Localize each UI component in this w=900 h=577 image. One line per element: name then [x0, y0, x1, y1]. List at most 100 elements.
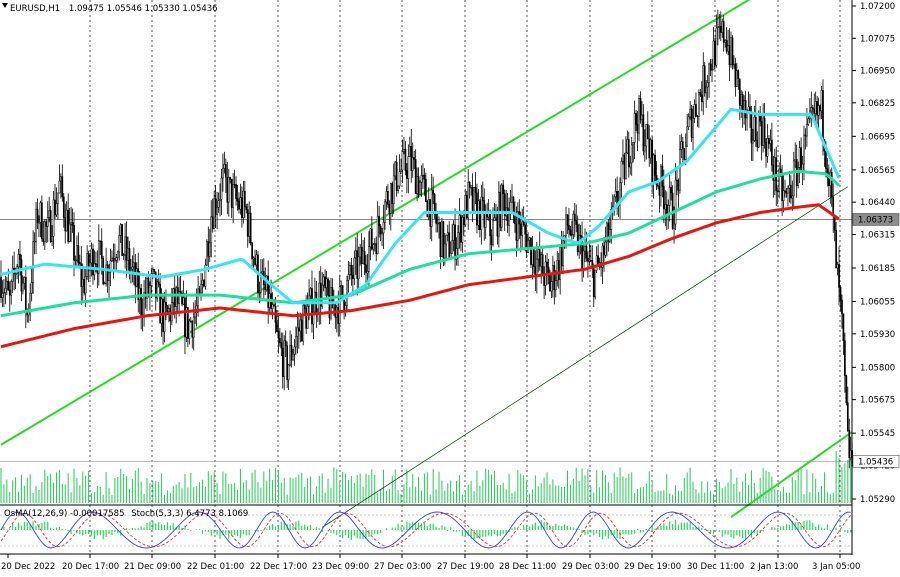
candle-body [804, 134, 807, 137]
candle-body [842, 313, 845, 341]
candle-body [763, 117, 766, 143]
candle-body [791, 195, 794, 199]
collapse-arrow-icon[interactable] [2, 3, 8, 8]
candle-body [77, 245, 80, 263]
candle-body [646, 124, 649, 140]
price-tick-label: 1.06950 [860, 67, 895, 77]
price-tick-label: 1.07075 [860, 34, 895, 44]
candle-body [236, 198, 239, 202]
candle-body [0, 276, 2, 298]
candle-body [261, 271, 264, 274]
candle-body [622, 154, 624, 162]
candle-body [249, 212, 252, 244]
candle-body [392, 175, 395, 205]
candle-body [118, 235, 121, 253]
candle-body [458, 215, 461, 234]
candle-body [135, 268, 138, 287]
price-tick-label: 1.06055 [860, 298, 895, 308]
candle-body [116, 251, 119, 259]
candle-body [245, 206, 248, 210]
candle-body [210, 216, 213, 244]
candle-body [154, 271, 157, 299]
candle-body [109, 260, 112, 273]
candle-body [260, 272, 262, 293]
candle-body [112, 257, 115, 262]
candle-body [168, 308, 170, 312]
candle-body [252, 257, 255, 260]
candle-body [686, 126, 689, 147]
candle-body [420, 175, 423, 183]
candle-body [149, 285, 151, 295]
candle-body [703, 65, 706, 94]
candle-body [728, 45, 731, 66]
candle-body [413, 157, 416, 160]
candle-body [492, 220, 494, 246]
candle-body [89, 262, 91, 271]
candle-body [750, 111, 753, 144]
candle-body [340, 285, 343, 287]
candle-body [10, 281, 13, 296]
candle-body [841, 299, 843, 315]
candle-body [743, 100, 745, 112]
candle-body [198, 288, 201, 294]
candle-body [382, 221, 385, 234]
current-price-box [852, 455, 900, 468]
candle-body [369, 228, 372, 247]
candle-body [179, 291, 182, 294]
candle-body [70, 222, 72, 225]
candle-body [182, 297, 185, 305]
candle-body [519, 223, 522, 236]
candle-body [208, 242, 211, 257]
candle-body [461, 217, 464, 243]
candle-body [467, 182, 470, 219]
candle-body [357, 256, 360, 280]
candle-body [8, 289, 11, 296]
candle-body [400, 169, 402, 172]
candle-body [794, 159, 797, 162]
symbol-ohlc-label: EURUSD,H1 1.09475 1.05546 1.05330 1.0543… [10, 4, 218, 14]
candle-body [60, 176, 62, 182]
candle-body [479, 200, 481, 230]
candle-body [471, 187, 474, 211]
candle-body [243, 190, 246, 207]
candle-body [769, 139, 772, 145]
candle-body [711, 69, 713, 71]
candle-body [684, 145, 687, 160]
candle-body [511, 196, 513, 203]
candle-body [442, 221, 445, 259]
candle-body [349, 265, 351, 275]
candle-body [360, 246, 363, 264]
candle-body [741, 94, 744, 112]
candle-body [230, 178, 233, 208]
candle-body [238, 200, 240, 210]
candle-body [595, 255, 598, 271]
candle-body [20, 259, 23, 292]
candle-body [455, 248, 458, 260]
marked-level-label: 1.06373 [858, 215, 893, 225]
candle-body [125, 236, 128, 261]
candle-body [725, 40, 728, 52]
candle-body [817, 105, 820, 116]
candle-body [610, 208, 613, 230]
candle-body [397, 185, 399, 192]
candle-body [280, 342, 283, 349]
candle-body [157, 281, 160, 285]
candle-body [625, 152, 627, 180]
candle-body [187, 307, 189, 339]
candle-body [683, 148, 686, 160]
candle-body [706, 82, 709, 88]
candle-body [801, 163, 804, 172]
candle-body [408, 146, 411, 157]
candle-body [95, 263, 97, 265]
candle-body [178, 291, 180, 304]
price-tick-label: 1.06315 [860, 230, 895, 240]
candle-body [376, 215, 379, 254]
candle-body [681, 141, 684, 149]
candle-body [448, 232, 451, 259]
candle-body [530, 237, 532, 265]
candle-body [460, 215, 462, 243]
candle-body [816, 101, 818, 116]
candle-body [41, 202, 43, 240]
candle-body [788, 184, 791, 189]
